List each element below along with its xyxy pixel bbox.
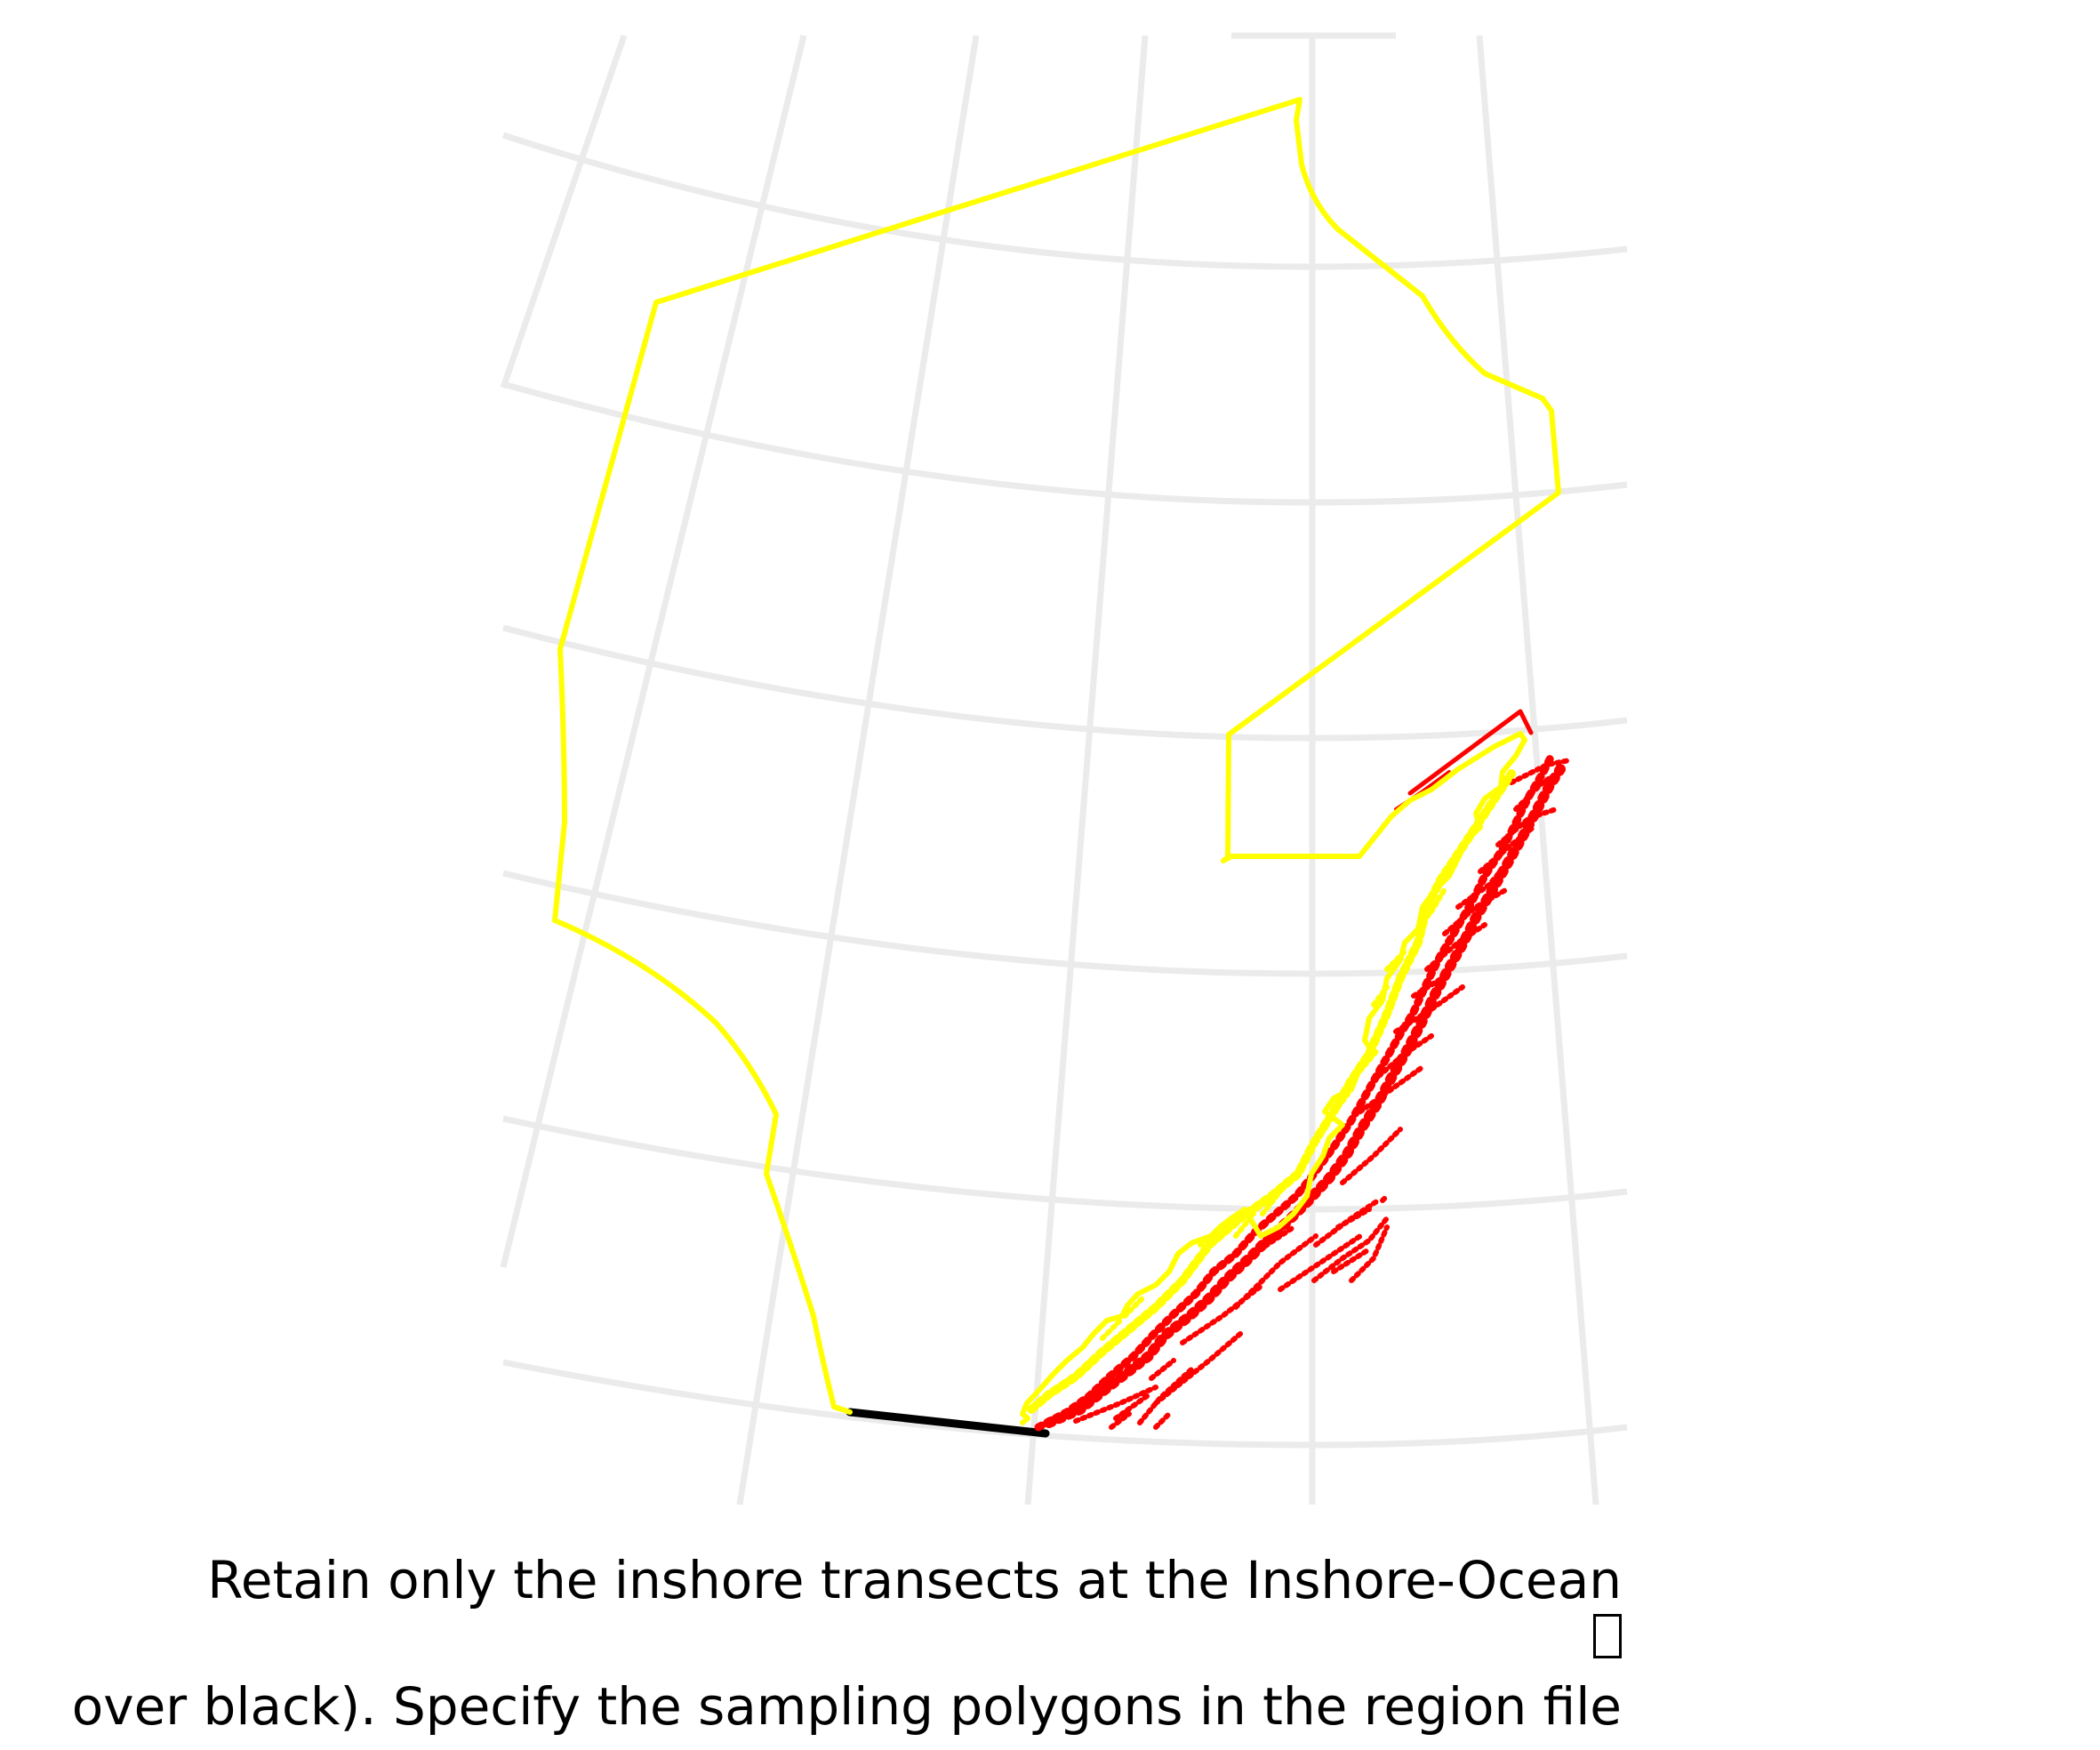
graticule-parallel [503,1119,1627,1209]
transect-branch [1076,760,1569,1423]
graticule-parallel [503,628,1627,738]
sampling-polygon [555,100,1559,1423]
sampling-polygon-coast-detail [1031,774,1511,1409]
sampling-polygon-outline [555,100,1559,1423]
graticule-parallel [503,1362,1627,1445]
missing-glyph-icon [1593,1614,1622,1658]
caption-line-2: over black). Specify the sampling polygo… [72,1681,1622,1732]
graticule-meridian [503,36,624,388]
caption-line-1: Retain only the inshore transects at the… [207,1554,1622,1606]
graticule-parallel [503,135,1627,267]
graticule-meridian [740,36,976,1505]
graticule-parallel [503,384,1627,502]
